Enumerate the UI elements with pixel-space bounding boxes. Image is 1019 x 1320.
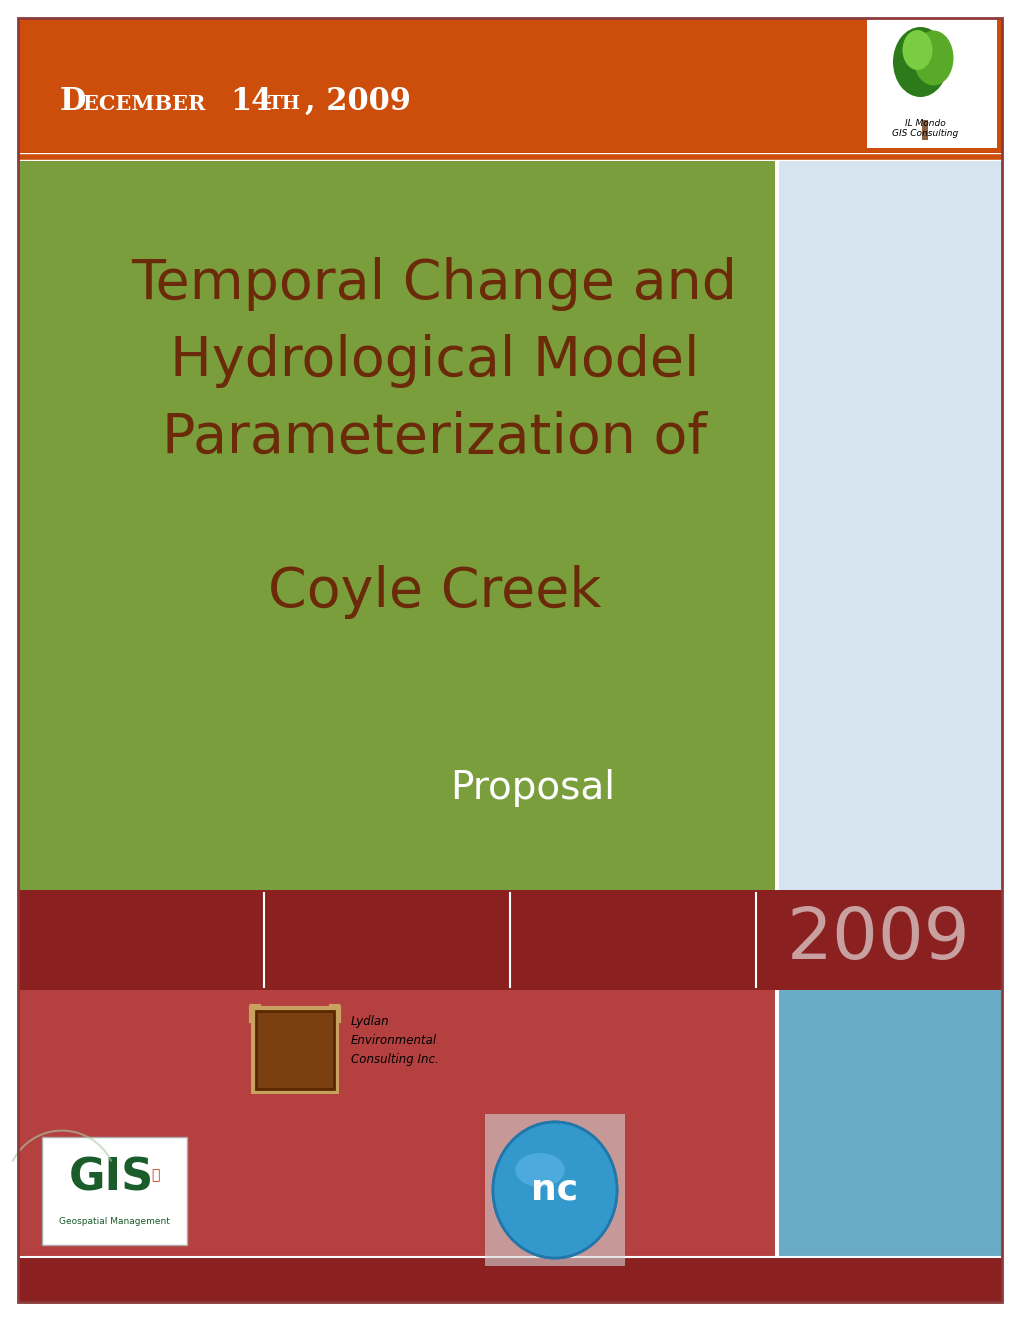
- Bar: [18, 890, 1001, 990]
- Bar: [866, 18, 996, 148]
- Text: , 2009: , 2009: [305, 86, 411, 117]
- Text: Geospatial Management: Geospatial Management: [59, 1217, 170, 1226]
- Text: Lydlan
Environmental
Consulting Inc.: Lydlan Environmental Consulting Inc.: [351, 1015, 438, 1065]
- Text: nc: nc: [531, 1173, 578, 1206]
- Bar: [921, 120, 927, 140]
- Bar: [18, 161, 774, 890]
- Text: Proposal: Proposal: [449, 770, 614, 807]
- Text: TH: TH: [268, 95, 301, 112]
- Bar: [251, 1006, 338, 1094]
- Ellipse shape: [515, 1152, 565, 1187]
- Ellipse shape: [492, 1122, 616, 1258]
- Text: 14: 14: [229, 86, 272, 117]
- Text: IL Mondo
GIS Consulting: IL Mondo GIS Consulting: [892, 119, 958, 139]
- Text: D: D: [60, 86, 87, 117]
- Text: 🍁: 🍁: [151, 1168, 159, 1181]
- Bar: [484, 1114, 625, 1266]
- Bar: [42, 1137, 186, 1245]
- Text: Temporal Change and
Hydrological Model
Parameterization of

Coyle Creek: Temporal Change and Hydrological Model P…: [131, 257, 737, 619]
- Bar: [18, 18, 1001, 153]
- Text: 2009: 2009: [787, 906, 970, 974]
- Ellipse shape: [492, 1122, 616, 1258]
- Text: ECEMBER: ECEMBER: [83, 94, 212, 114]
- Bar: [256, 1011, 333, 1089]
- Ellipse shape: [913, 30, 953, 86]
- Text: GIS: GIS: [69, 1156, 154, 1200]
- Bar: [779, 161, 1001, 890]
- Ellipse shape: [515, 1152, 565, 1187]
- Ellipse shape: [892, 26, 947, 96]
- Bar: [18, 990, 774, 1257]
- Text: nc: nc: [531, 1173, 578, 1206]
- Bar: [18, 1257, 1001, 1302]
- Bar: [779, 990, 1001, 1257]
- Ellipse shape: [902, 30, 931, 70]
